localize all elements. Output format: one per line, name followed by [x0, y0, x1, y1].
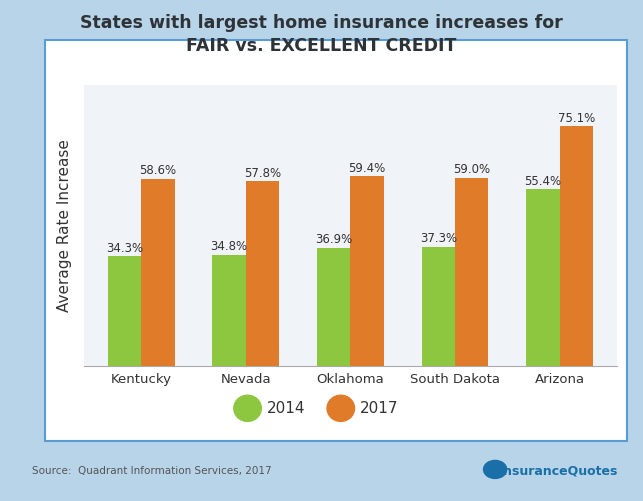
Bar: [108, 257, 141, 366]
Bar: [455, 178, 489, 366]
Bar: [422, 247, 455, 366]
Bar: [559, 126, 593, 366]
Text: 2014: 2014: [267, 401, 305, 416]
Text: 34.8%: 34.8%: [210, 240, 248, 253]
Text: 57.8%: 57.8%: [244, 167, 281, 180]
Bar: [141, 179, 175, 366]
Text: 59.4%: 59.4%: [349, 162, 386, 175]
Text: 55.4%: 55.4%: [524, 174, 561, 187]
Text: insuranceQuotes: insuranceQuotes: [499, 464, 617, 477]
Text: 2017: 2017: [360, 401, 399, 416]
Text: 75.1%: 75.1%: [557, 112, 595, 125]
Text: 34.3%: 34.3%: [106, 242, 143, 255]
Text: FAIR vs. EXCELLENT CREDIT: FAIR vs. EXCELLENT CREDIT: [186, 37, 457, 55]
Text: Source:  Quadrant Information Services, 2017: Source: Quadrant Information Services, 2…: [32, 466, 272, 476]
Bar: [212, 255, 246, 366]
Text: States with largest home insurance increases for: States with largest home insurance incre…: [80, 14, 563, 32]
Text: 36.9%: 36.9%: [315, 233, 352, 246]
Text: 37.3%: 37.3%: [420, 232, 457, 245]
Bar: [317, 248, 350, 366]
Bar: [526, 189, 559, 366]
Text: 59.0%: 59.0%: [453, 163, 491, 176]
Text: 58.6%: 58.6%: [140, 164, 177, 177]
Bar: [246, 181, 279, 366]
Y-axis label: Average Rate Increase: Average Rate Increase: [57, 139, 73, 312]
Bar: [350, 176, 384, 366]
